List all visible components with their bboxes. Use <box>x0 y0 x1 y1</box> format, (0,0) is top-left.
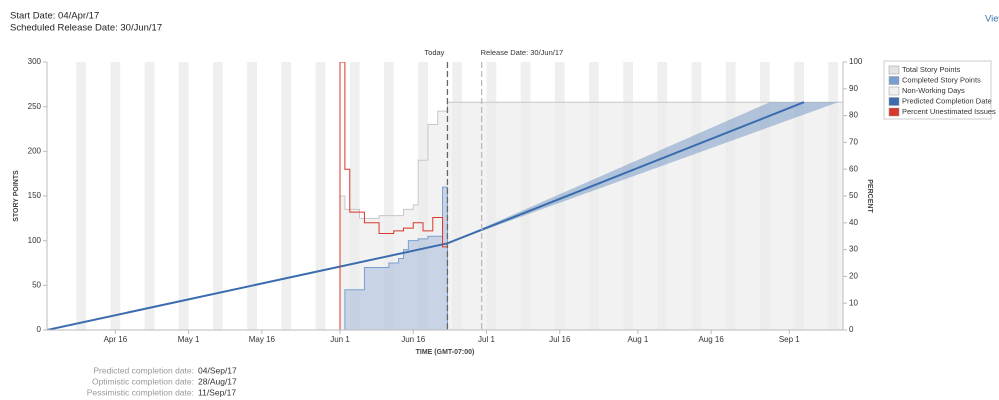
legend-label: Completed Story Points <box>902 75 981 84</box>
non-working-day <box>144 62 155 330</box>
y2-axis-title: PERCENT <box>866 179 873 213</box>
non-working-day <box>76 62 87 330</box>
non-working-day <box>213 62 223 330</box>
x-axis-title: TIME (GMT-07:00) <box>416 349 475 356</box>
legend-label: Percent Unestimated Issues <box>902 107 996 116</box>
y2-tick-label: 70 <box>849 138 858 147</box>
y2-tick-label: 100 <box>849 57 863 66</box>
x-tick-label: Apr 16 <box>104 335 128 344</box>
x-tick-label: Aug 16 <box>698 335 724 344</box>
x-tick-label: Jul 1 <box>478 335 495 344</box>
y2-tick-label: 80 <box>849 111 858 120</box>
y2-tick-label: 30 <box>849 245 858 254</box>
non-working-day <box>247 62 257 330</box>
start-date: Start Date: 04/Apr/17 <box>10 11 99 22</box>
y-tick-label: 100 <box>28 236 42 245</box>
legend-box <box>883 60 992 120</box>
y-tick-label: 150 <box>28 191 42 200</box>
legend-swatch <box>888 76 900 85</box>
marker-label: Release Date: 30/Jun/17 <box>481 48 564 57</box>
legend-swatch <box>888 107 900 117</box>
x-tick-label: Jul 16 <box>549 335 571 344</box>
x-tick-label: Sep 1 <box>779 335 800 344</box>
completed-area <box>340 186 448 330</box>
total-line <box>340 101 843 219</box>
y2-tick-label: 20 <box>849 272 858 281</box>
completion-label: Pessimistic completion date: <box>87 387 194 397</box>
view-link[interactable]: View <box>985 14 999 25</box>
y2-tick-label: 0 <box>849 325 854 334</box>
overlay: Today Release Date: 30/Jun/17 <box>424 48 563 330</box>
legend-label: Total Story Points <box>902 65 961 74</box>
plot-area <box>47 62 843 330</box>
marker-label: Today <box>424 48 444 57</box>
x-tick-label: May 1 <box>178 335 200 344</box>
y2-tick-label: 10 <box>849 298 858 307</box>
completion-value: 28/Aug/17 <box>198 376 237 386</box>
legend-swatch <box>888 86 900 96</box>
non-working-day <box>383 62 394 330</box>
release-date: Scheduled Release Date: 30/Jun/17 <box>10 23 162 34</box>
non-working-day <box>110 62 121 330</box>
y-axis-title: STORY POINTS <box>13 170 20 222</box>
y2-tick-label: 40 <box>849 218 858 227</box>
y-tick-label: 0 <box>37 325 42 334</box>
y-tick-label: 50 <box>32 280 41 289</box>
completion-label: Optimistic completion date: <box>92 376 194 386</box>
non-working-day <box>315 62 326 330</box>
y2-tick-label: 50 <box>849 191 858 200</box>
x-tick-label: Aug 1 <box>627 335 648 344</box>
y-tick-label: 250 <box>28 102 42 111</box>
completion-value: 04/Sep/17 <box>198 365 237 375</box>
non-working-day <box>281 62 292 330</box>
total-area <box>340 102 843 330</box>
non-working-day <box>178 62 189 330</box>
x-tick-label: May 16 <box>249 335 276 344</box>
y-tick-label: 200 <box>28 146 42 155</box>
x-tick-label: Jun 1 <box>330 335 350 344</box>
x-tick-label: Jun 16 <box>401 335 426 344</box>
legend-swatch <box>888 97 900 106</box>
completion-label: Predicted completion date: <box>93 365 194 375</box>
completion-value: 11/Sep/17 <box>198 387 236 397</box>
y-tick-label: 300 <box>28 57 42 66</box>
y2-tick-label: 60 <box>849 164 858 173</box>
legend-label: Predicted Completion Date <box>902 96 992 105</box>
percent-line <box>339 62 448 330</box>
y2-tick-label: 90 <box>849 84 858 93</box>
legend-label: Non-Working Days <box>902 86 965 95</box>
non-working-day <box>349 62 360 330</box>
legend-swatch <box>888 65 900 75</box>
